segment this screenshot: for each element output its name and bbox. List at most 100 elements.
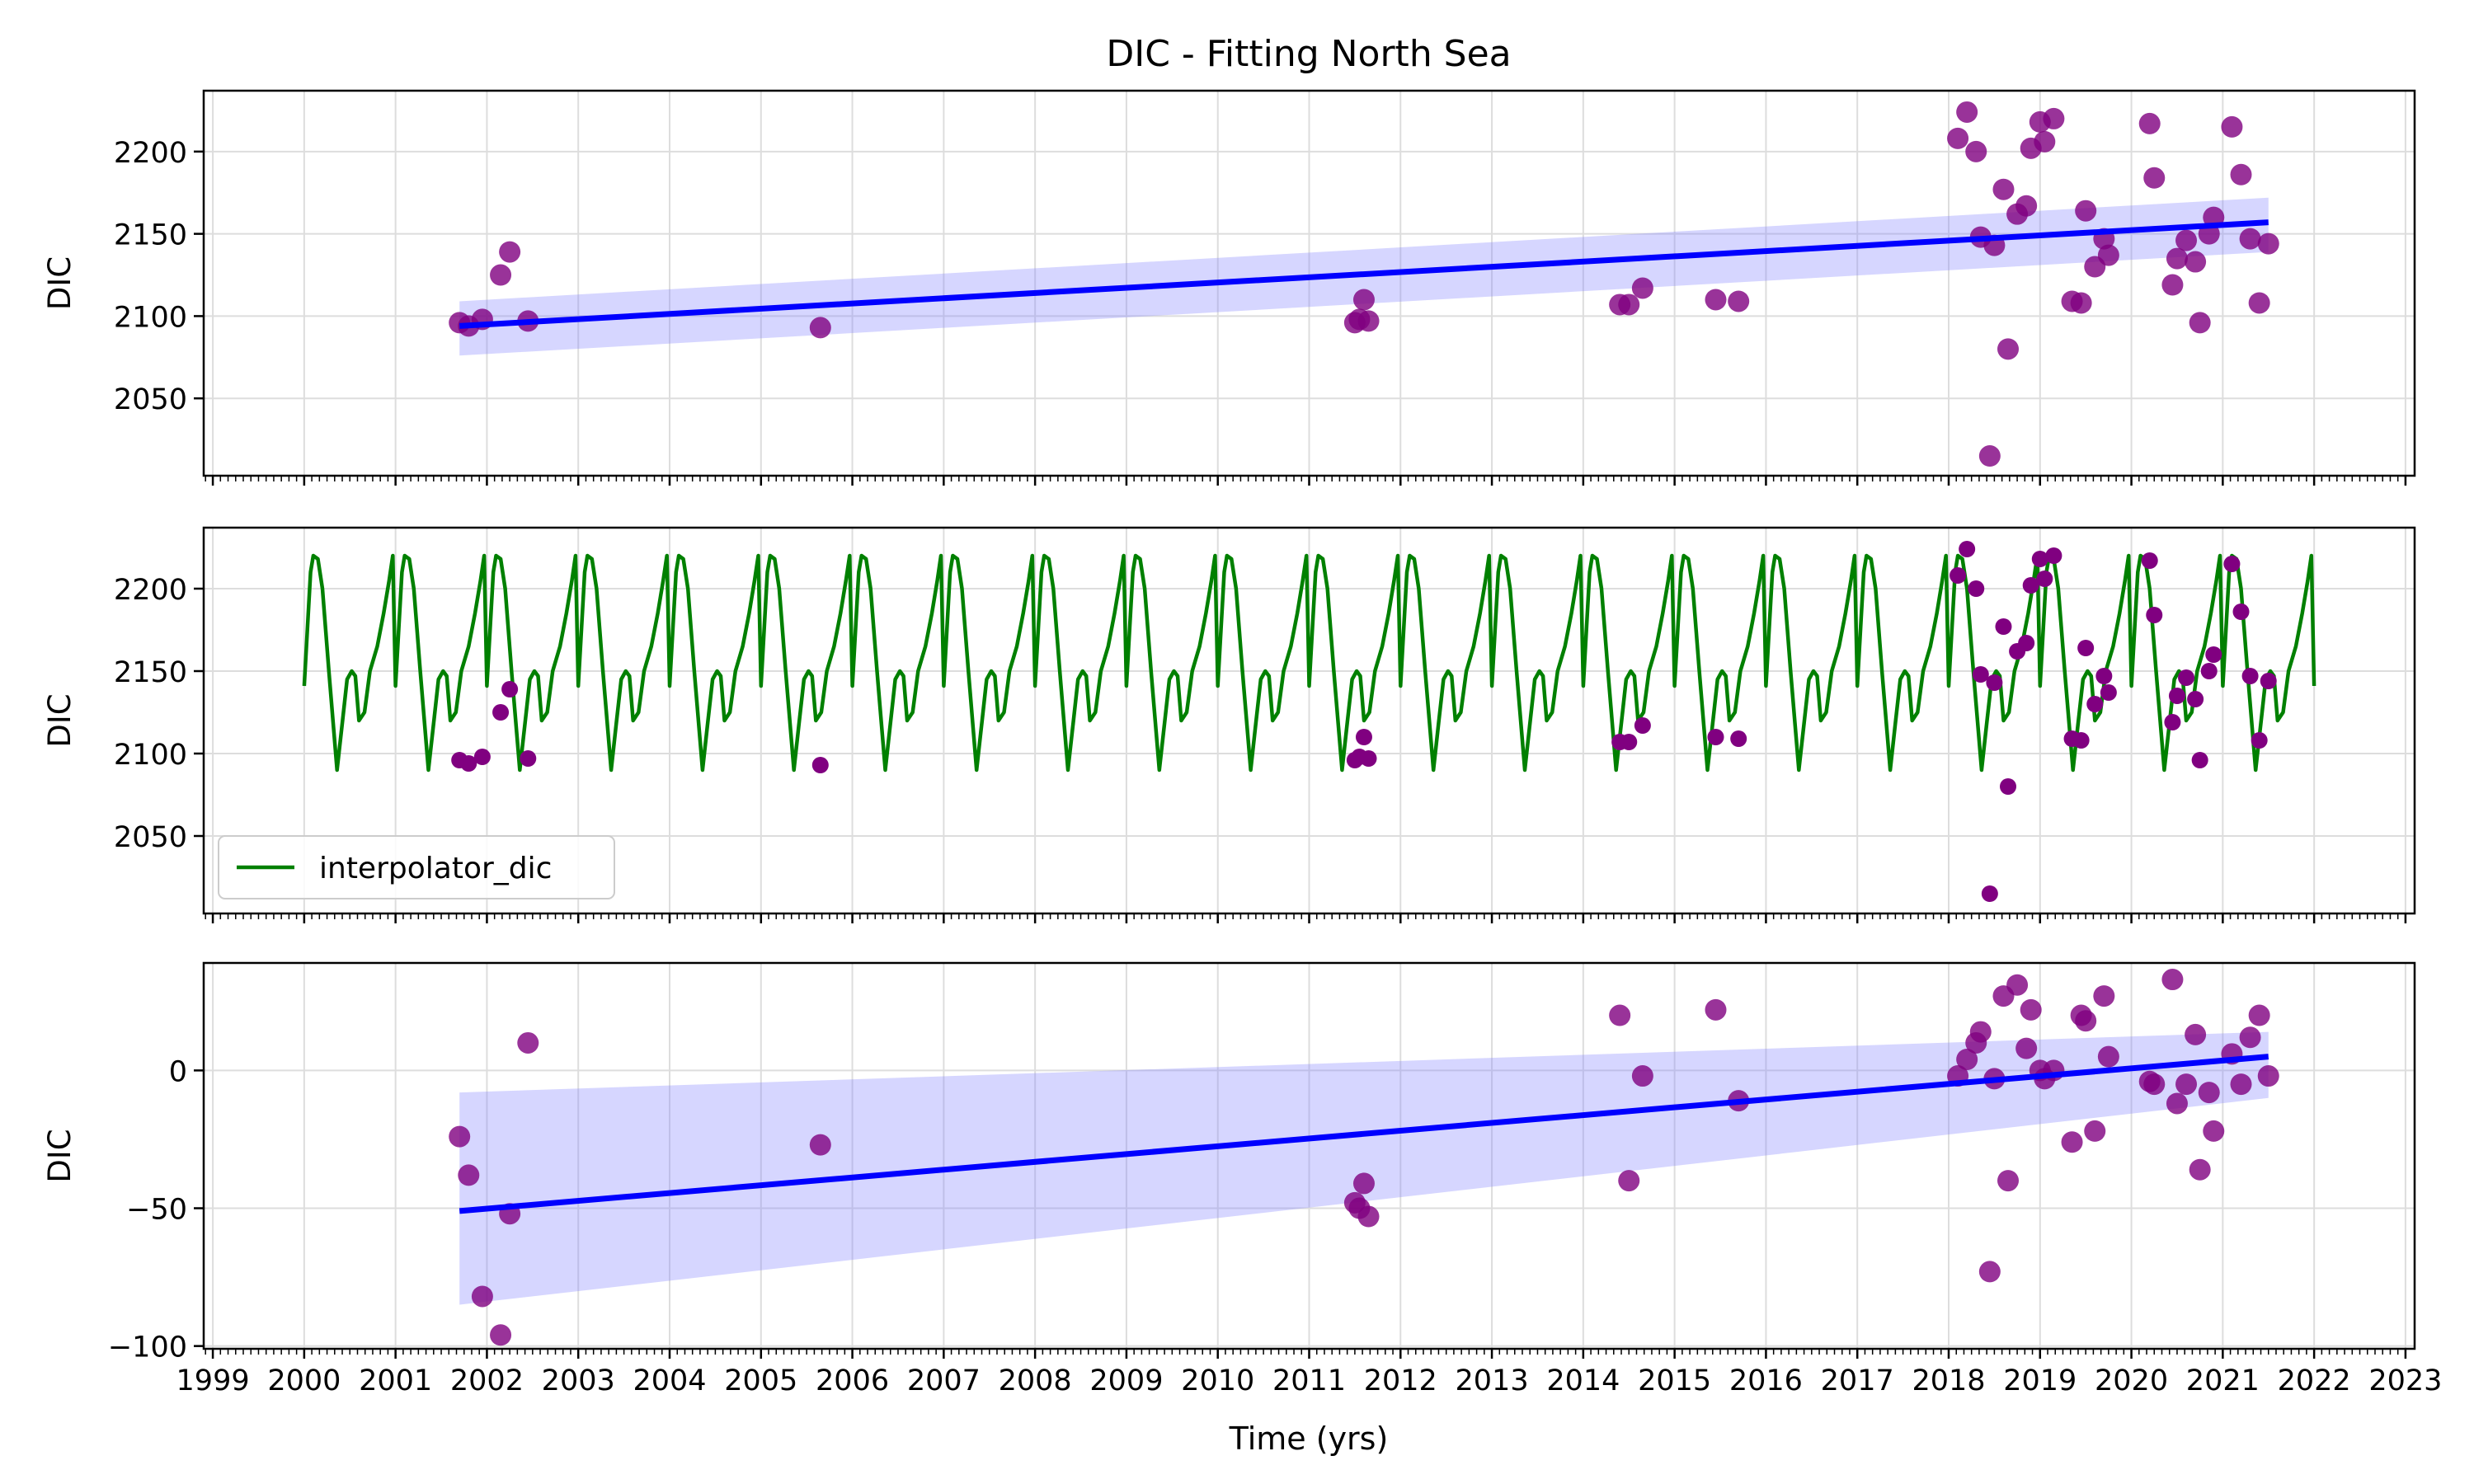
data-point — [1352, 1172, 1375, 1195]
data-point — [2248, 1004, 2270, 1026]
x-tick-label: 2004 — [633, 1364, 706, 1397]
confidence-band — [459, 1031, 2269, 1305]
data-point — [1997, 338, 2020, 360]
data-point — [1728, 290, 1750, 312]
data-point — [2138, 112, 2161, 134]
data-point — [2075, 1010, 2097, 1032]
x-tick-label: 2002 — [450, 1364, 524, 1397]
data-point — [2006, 974, 2029, 996]
data-points — [449, 101, 2279, 467]
data-point — [2097, 244, 2119, 266]
series-line-interpolator_dic — [302, 553, 2316, 773]
x-tick-label: 2018 — [1912, 1364, 1985, 1397]
x-tick-label: 1999 — [176, 1364, 250, 1397]
data-point — [2072, 732, 2090, 749]
data-point — [2084, 1120, 2106, 1142]
data-point — [1620, 734, 1638, 750]
y-tick-label: 2150 — [114, 656, 187, 689]
data-point — [1972, 666, 1989, 683]
x-tick-label: 2011 — [1272, 1364, 1346, 1397]
data-point — [1978, 445, 2001, 467]
x-tick-label: 2017 — [1821, 1364, 1894, 1397]
panel-bottom: −100 −50 0 DIC 1999 2000 2001 2002 2003 2004 2005 2… — [42, 961, 2442, 1397]
data-point — [1355, 729, 1372, 745]
data-point — [1357, 1205, 1380, 1228]
y-tick-label: −100 — [108, 1331, 187, 1364]
data-point — [2100, 684, 2117, 701]
data-point — [2185, 251, 2207, 273]
plot-area — [449, 101, 2279, 467]
data-point — [2045, 547, 2062, 564]
chart-title: DIC - Fitting North Sea — [1106, 33, 1511, 75]
data-point — [1631, 277, 1653, 299]
y-tick-label: 0 — [169, 1055, 187, 1088]
data-point — [2230, 163, 2252, 186]
data-point — [1969, 1021, 1992, 1043]
y-tick-label: 2050 — [114, 821, 187, 854]
data-point — [1631, 1065, 1653, 1087]
y-tick-label: 2200 — [114, 574, 187, 607]
data-point — [1707, 729, 1724, 745]
data-point — [1357, 310, 1380, 332]
regression-line — [459, 1054, 2269, 1214]
data-point — [2022, 577, 2039, 594]
data-point — [809, 1134, 831, 1156]
data-point — [1360, 750, 1377, 767]
y-tick-label: 2150 — [114, 219, 187, 252]
data-point — [2200, 663, 2218, 679]
data-point — [2036, 571, 2053, 587]
data-point — [1959, 541, 1976, 557]
data-point — [473, 749, 491, 765]
x-tick-label: 2022 — [2278, 1364, 2351, 1397]
x-tick-label: 2019 — [2003, 1364, 2077, 1397]
y-axis-label: DIC — [42, 256, 78, 310]
x-axis-label: Time (yrs) — [1229, 1421, 1389, 1457]
y-tick-label: −50 — [126, 1194, 187, 1227]
data-point — [2015, 195, 2038, 217]
data-point — [1992, 178, 2015, 200]
data-point — [2146, 607, 2163, 623]
data-point — [2175, 229, 2198, 251]
x-tick-label: 2000 — [267, 1364, 341, 1397]
data-point — [460, 755, 477, 772]
data-point — [2175, 1073, 2198, 1096]
panel-top: 2050 2100 2150 2200 DIC — [42, 89, 2416, 486]
data-point — [1352, 289, 1375, 311]
data-point — [1618, 294, 1640, 316]
data-points — [451, 541, 2277, 902]
data-point — [2239, 1026, 2261, 1049]
y-tick-label: 2050 — [114, 383, 187, 416]
data-point — [2075, 200, 2097, 222]
x-tick-label: 2001 — [359, 1364, 432, 1397]
data-point — [2168, 688, 2185, 704]
data-point — [2257, 1065, 2279, 1087]
data-point — [1965, 140, 1987, 162]
data-point — [2043, 107, 2065, 129]
data-point — [501, 681, 519, 697]
data-point — [2061, 1131, 2083, 1153]
data-point — [2260, 673, 2277, 689]
data-point — [1956, 1049, 1978, 1070]
x-tick-label: 2013 — [1456, 1364, 1529, 1397]
x-tick-label: 2005 — [724, 1364, 797, 1397]
x-tick-label: 2009 — [1089, 1364, 1163, 1397]
data-point — [490, 1324, 512, 1346]
data-point — [1609, 1004, 1631, 1026]
data-point — [2239, 228, 2261, 250]
data-point — [520, 750, 537, 767]
data-point — [2141, 552, 2158, 569]
y-tick-label: 2200 — [114, 137, 187, 170]
x-tick-label: 2006 — [816, 1364, 889, 1397]
data-point — [2232, 603, 2250, 620]
data-point — [2161, 969, 2184, 991]
data-point — [2034, 130, 2056, 153]
data-point — [2221, 115, 2243, 138]
x-tick-label: 2008 — [999, 1364, 1072, 1397]
data-point — [492, 704, 510, 721]
x-tick-label: 2020 — [2095, 1364, 2168, 1397]
data-point — [2223, 556, 2241, 572]
y-tick-label: 2100 — [114, 739, 187, 772]
data-point — [2185, 1023, 2207, 1045]
x-tick-label: 2007 — [907, 1364, 981, 1397]
